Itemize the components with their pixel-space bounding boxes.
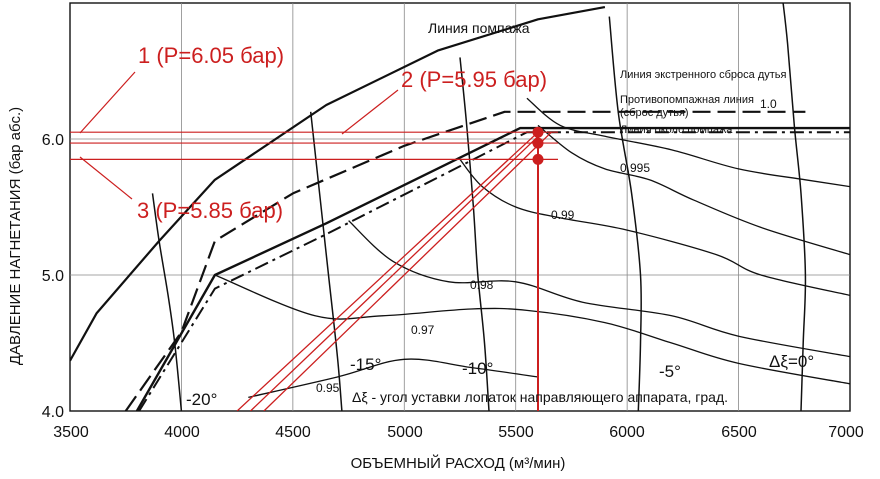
red-oblique-line: [236, 131, 539, 411]
efficiency-curve: [248, 358, 539, 399]
x-tick-label: 3500: [53, 424, 89, 441]
y-tick-labels: 4.0 5.0 6.0: [42, 132, 64, 421]
x-tick-labels: 3500 4000 4500 5000 5500 6000 6500 7000: [53, 424, 864, 441]
x-tick-label: 5500: [498, 424, 534, 441]
surge-line-label: Линия помпажа: [428, 20, 530, 36]
operating-point-overlay: [70, 131, 558, 411]
x-tick-label: 4500: [275, 424, 311, 441]
guide-vane-angle-line: [151, 193, 183, 411]
angle-label: -15°: [350, 355, 381, 374]
callouts: 1 (P=6.05 бар) 2 (P=5.95 бар) 3 (P=5.85 …: [79, 43, 547, 223]
emergency-line: [124, 110, 806, 411]
near-surge-line-label: Линия около помпажа: [620, 124, 733, 136]
callout-leader: [79, 156, 133, 200]
efficiency-curves: [214, 97, 850, 399]
angle-label: -20°: [186, 390, 217, 409]
guide-vane-angle-lines: [151, 3, 807, 411]
efficiency-label: 0.95: [316, 381, 340, 395]
efficiency-label: 0.97: [411, 323, 435, 337]
angle-label: Δξ=0°: [769, 352, 814, 371]
angle-label: -10°: [462, 359, 493, 378]
operating-point-markers: [532, 126, 544, 165]
efficiency-curve: [526, 97, 850, 188]
efficiency-curve: [214, 274, 850, 385]
x-tick-label: 5000: [387, 424, 423, 441]
red-oblique-line: [263, 131, 552, 411]
callout-point-3: 3 (P=5.85 бар): [137, 198, 283, 223]
x-tick-label: 4000: [164, 424, 200, 441]
operating-point-marker: [532, 153, 544, 165]
x-tick-label: 6000: [609, 424, 645, 441]
efficiency-label: 0.995: [620, 161, 650, 175]
surge-line: [70, 6, 606, 362]
plot-frame: [69, 2, 851, 412]
callout-point-1: 1 (P=6.05 бар): [138, 43, 284, 68]
operating-point-marker: [532, 137, 544, 149]
antisurge-line-label: Противопомпажная линия: [620, 94, 754, 106]
operating-point-marker: [532, 126, 544, 138]
efficiency-curve: [459, 158, 850, 297]
x-tick-label: 6500: [721, 424, 757, 441]
y-tick-label: 5.0: [42, 268, 64, 285]
efficiency-label: 1.0: [760, 97, 777, 111]
guide-vane-note: Δξ - угол уставки лопаток направляющего …: [352, 389, 728, 405]
y-tick-label: 4.0: [42, 404, 64, 421]
antisurge-line-sublabel: (сброс дутья): [620, 107, 689, 119]
x-tick-label: 7000: [828, 424, 864, 441]
y-axis-title: ДАВЛЕНИЕ НАГНЕТАНИЯ (бар абс.): [7, 107, 24, 365]
emergency-line-label: Линия экстренного сброса дутья: [620, 69, 787, 81]
angle-label: -5°: [659, 362, 681, 381]
guide-vane-angle-line: [309, 111, 343, 411]
x-axis-title: ОБЪЕМНЫЙ РАСХОД (м³/мин): [351, 454, 566, 472]
efficiency-curve: [348, 220, 850, 358]
guide-vane-angle-line: [459, 57, 490, 411]
antisurge-line: [135, 126, 850, 411]
guide-vane-angle-line: [782, 3, 807, 411]
efficiency-label: 0.98: [470, 278, 494, 292]
grid: [70, 3, 850, 411]
callout-point-2: 2 (P=5.95 бар): [401, 67, 547, 92]
red-oblique-line: [250, 131, 543, 411]
efficiency-label: 0.99: [551, 208, 575, 222]
y-tick-label: 6.0: [42, 132, 64, 149]
guide-vane-angle-line: [608, 16, 643, 411]
efficiency-curve: [537, 124, 850, 256]
callout-leader: [79, 71, 136, 134]
near-surge-line: [138, 131, 850, 411]
limit-lines: [70, 6, 850, 411]
callout-leader: [341, 89, 399, 135]
